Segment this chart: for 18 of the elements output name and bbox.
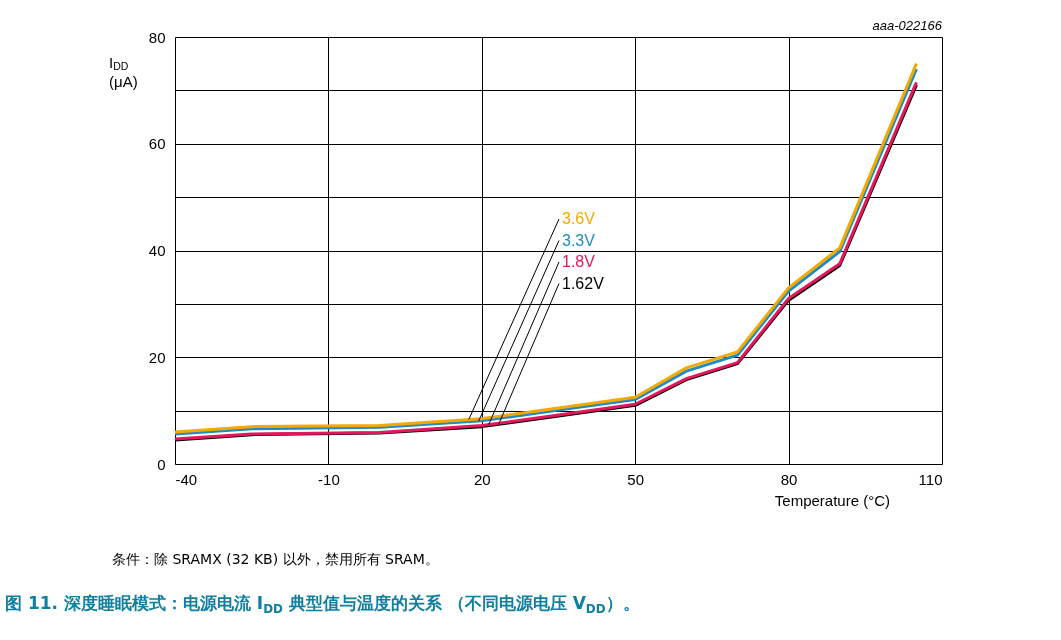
x-axis-title: Temperature (°C)	[774, 492, 890, 509]
y-tick-label: 0	[157, 455, 166, 473]
y-tick-label: 40	[148, 242, 166, 259]
x-tick-label: -10	[318, 470, 340, 488]
text: 1.8V	[562, 253, 596, 270]
x-tick-label: 50	[627, 470, 645, 488]
x-tick-label: 20	[473, 470, 491, 488]
text: 1.62V	[562, 274, 605, 292]
text: 条件：除 SRAMX (32 KB) 以外，禁用所有 SRAM。	[112, 551, 439, 567]
y-tick-label: 60	[148, 135, 166, 153]
y-tick-label: 80	[148, 28, 166, 46]
text: 3.6V	[562, 210, 596, 227]
text: 3.3V	[562, 231, 596, 249]
x-tick-label: 110	[918, 470, 943, 488]
text: aaa-022166	[872, 18, 943, 33]
x-tick-label: -40	[175, 470, 198, 488]
y-tick-label: 20	[148, 348, 166, 366]
x-tick-label: 80	[780, 470, 798, 488]
